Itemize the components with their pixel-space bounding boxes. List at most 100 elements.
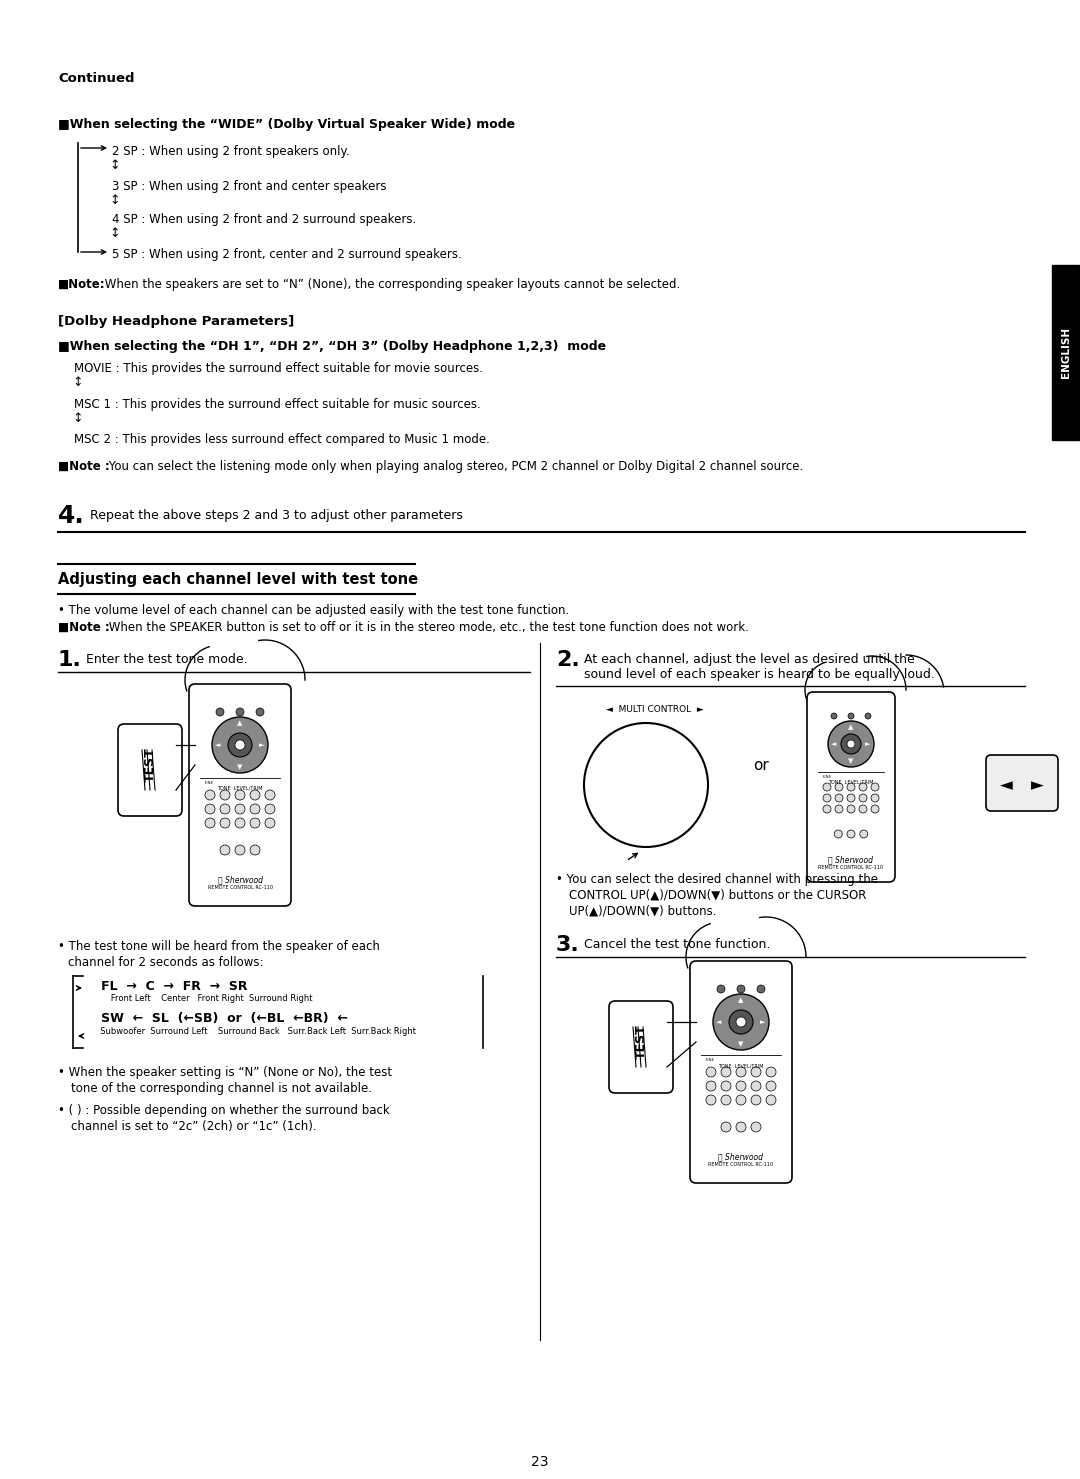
Text: 3.: 3. [556,935,580,955]
Circle shape [841,734,861,754]
Circle shape [228,734,252,757]
Text: Adjusting each channel level with test tone: Adjusting each channel level with test t… [58,572,418,587]
Circle shape [859,794,867,802]
Text: Subwoofer  Surround Left    Surround Back   Surr.Back Left  Surr.Back Right: Subwoofer Surround Left Surround Back Su… [95,1026,416,1035]
Text: ■Note :: ■Note : [58,460,110,473]
Circle shape [265,790,275,800]
Circle shape [721,1081,731,1092]
Circle shape [235,790,245,800]
Circle shape [249,845,260,855]
Text: ◄: ◄ [716,1019,721,1025]
Circle shape [823,782,831,791]
Circle shape [713,994,769,1050]
Text: ◄  MULTI CONTROL  ►: ◄ MULTI CONTROL ► [606,705,704,714]
Text: FINE: FINE [823,775,832,779]
Text: ▲: ▲ [739,997,744,1003]
Text: 5 SP : When using 2 front, center and 2 surround speakers.: 5 SP : When using 2 front, center and 2 … [112,248,462,260]
Text: channel for 2 seconds as follows:: channel for 2 seconds as follows: [68,955,264,969]
Circle shape [847,830,855,839]
Text: ►: ► [1031,776,1044,794]
Circle shape [706,1081,716,1092]
Text: ▲: ▲ [848,725,853,731]
Text: ■When selecting the “DH 1”, “DH 2”, “DH 3” (Dolby Headphone 1,2,3)  mode: ■When selecting the “DH 1”, “DH 2”, “DH … [58,340,606,353]
Text: ▼: ▼ [848,759,853,765]
Text: Ⓢ Sherwood: Ⓢ Sherwood [828,855,874,864]
Text: ►: ► [865,741,870,747]
Circle shape [847,740,855,748]
Circle shape [870,805,879,813]
Circle shape [835,782,843,791]
Circle shape [249,818,260,828]
Text: MOVIE : This provides the surround effect suitable for movie sources.: MOVIE : This provides the surround effec… [75,362,483,376]
Circle shape [249,805,260,813]
Text: TONE  LEVEL/TRIM: TONE LEVEL/TRIM [828,779,874,785]
Circle shape [729,1010,753,1034]
Text: ↕: ↕ [72,413,83,424]
Text: SW  ←  SL  (←SB)  or  (←BL  ←BR)  ←: SW ← SL (←SB) or (←BL ←BR) ← [87,1012,348,1025]
Circle shape [265,805,275,813]
Circle shape [220,790,230,800]
Circle shape [751,1123,761,1131]
Text: TEST: TEST [144,747,157,782]
FancyBboxPatch shape [807,692,895,881]
Text: CONTROL UP(▲)/DOWN(▼) buttons or the CURSOR: CONTROL UP(▲)/DOWN(▼) buttons or the CUR… [569,889,866,902]
Circle shape [205,818,215,828]
FancyBboxPatch shape [118,725,183,816]
Circle shape [823,805,831,813]
Text: Cancel the test tone function.: Cancel the test tone function. [584,938,770,951]
Circle shape [737,985,745,992]
Text: • You can select the desired channel with pressing the: • You can select the desired channel wit… [556,873,878,886]
Text: ►: ► [259,742,265,748]
Text: Ⓢ Sherwood: Ⓢ Sherwood [217,876,262,884]
Circle shape [249,790,260,800]
Circle shape [706,1066,716,1077]
Text: 4.: 4. [58,504,84,528]
Circle shape [870,794,879,802]
Text: REMOTE CONTROL RC-110: REMOTE CONTROL RC-110 [207,884,272,890]
Text: ■When selecting the “WIDE” (Dolby Virtual Speaker Wide) mode: ■When selecting the “WIDE” (Dolby Virtua… [58,118,515,132]
Circle shape [735,1094,746,1105]
FancyBboxPatch shape [986,754,1058,810]
Circle shape [751,1081,761,1092]
Circle shape [735,1081,746,1092]
Text: 3 SP : When using 2 front and center speakers: 3 SP : When using 2 front and center spe… [112,180,387,192]
Circle shape [847,794,855,802]
Bar [1052,265,1079,439]
Text: Continued: Continued [58,72,135,84]
Text: REMOTE CONTROL RC-110: REMOTE CONTROL RC-110 [708,1162,773,1167]
Circle shape [835,794,843,802]
Circle shape [834,830,842,839]
Circle shape [721,1066,731,1077]
Circle shape [835,805,843,813]
Circle shape [205,805,215,813]
Circle shape [828,720,874,768]
Text: Repeat the above steps 2 and 3 to adjust other parameters: Repeat the above steps 2 and 3 to adjust… [90,509,463,522]
Circle shape [859,805,867,813]
Circle shape [721,1094,731,1105]
Text: FL  →  C  →  FR  →  SR: FL → C → FR → SR [87,981,247,992]
Text: Front Left    Center   Front Right  Surround Right: Front Left Center Front Right Surround R… [95,994,312,1003]
Text: TONE  LEVEL/TRIM: TONE LEVEL/TRIM [217,785,262,791]
Circle shape [870,782,879,791]
Circle shape [216,708,224,716]
Circle shape [235,818,245,828]
Text: ▼: ▼ [238,765,243,771]
Circle shape [235,740,245,750]
Circle shape [735,1123,746,1131]
Circle shape [212,717,268,774]
Text: 23: 23 [531,1455,549,1469]
Circle shape [757,985,765,992]
Text: sound level of each speaker is heard to be equally loud.: sound level of each speaker is heard to … [584,669,935,680]
Text: TEST: TEST [635,1025,648,1059]
Circle shape [717,985,725,992]
Text: ▲: ▲ [238,720,243,726]
Circle shape [735,1066,746,1077]
Text: ↕: ↕ [110,160,120,172]
Text: Enter the test tone mode.: Enter the test tone mode. [86,654,247,666]
Text: ►: ► [760,1019,766,1025]
Text: At each channel, adjust the level as desired until the: At each channel, adjust the level as des… [584,654,915,666]
Text: ◄: ◄ [215,742,220,748]
Circle shape [766,1094,777,1105]
Circle shape [865,713,870,719]
Circle shape [220,805,230,813]
